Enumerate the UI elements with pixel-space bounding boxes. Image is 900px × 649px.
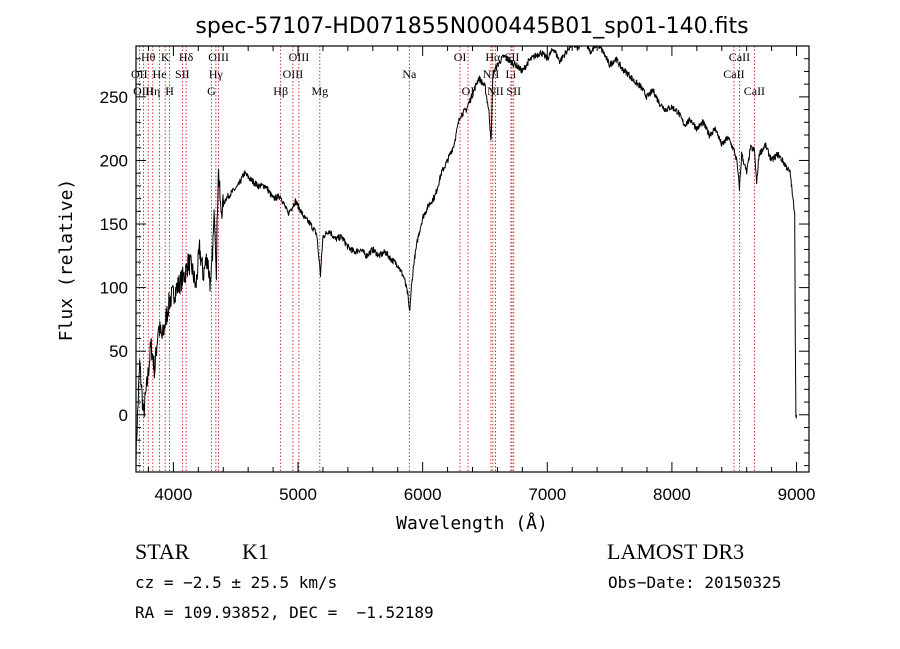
plot-frame bbox=[135, 45, 810, 473]
y-tick-label: 200 bbox=[100, 151, 128, 170]
marker-label-22: Li bbox=[506, 67, 517, 81]
marker-label-2: OIII bbox=[133, 84, 154, 98]
y-tick-label: 50 bbox=[109, 342, 128, 361]
x-tick-label: 9000 bbox=[778, 485, 816, 504]
marker-label-1: OII bbox=[131, 67, 148, 81]
redshift-velocity: cz = −2.5 ± 25.5 km/s bbox=[135, 573, 338, 592]
x-tick-label: 5000 bbox=[279, 485, 317, 504]
marker-label-26: CaII bbox=[723, 67, 744, 81]
marker-label-10: Hγ bbox=[209, 67, 224, 81]
marker-label-23: NII bbox=[487, 84, 504, 98]
marker-label-25: CaII bbox=[729, 50, 750, 64]
x-tick-label: 8000 bbox=[653, 485, 691, 504]
marker-label-12: Hβ bbox=[273, 84, 288, 98]
y-tick-label: 100 bbox=[100, 279, 128, 298]
marker-label-9: OIII bbox=[208, 50, 229, 64]
marker-label-3: K bbox=[161, 50, 170, 64]
marker-label-11: G bbox=[207, 84, 216, 98]
marker-label-24: SII bbox=[506, 84, 521, 98]
marker-label-14: OIII bbox=[283, 67, 304, 81]
marker-label-27: CaII bbox=[744, 84, 765, 98]
marker-label-4: He bbox=[153, 67, 167, 81]
y-tick-label: 250 bbox=[100, 88, 128, 107]
y-tick-label: 0 bbox=[119, 406, 128, 425]
x-tick-label: 7000 bbox=[528, 485, 566, 504]
x-tick-label: 6000 bbox=[404, 485, 442, 504]
chart-title: spec-57107-HD071855N000445B01_sp01-140.f… bbox=[195, 14, 748, 39]
marker-label-7: H bbox=[165, 84, 174, 98]
marker-label-16: Na bbox=[402, 67, 417, 81]
observation-date: Obs−Date: 20150325 bbox=[608, 573, 782, 592]
marker-label-6: SII bbox=[175, 67, 190, 81]
x-axis: 4000 5000 6000 7000 8000 9000 bbox=[147, 46, 816, 504]
spectrum-series bbox=[136, 46, 797, 465]
x-axis-label: Wavelength (Å) bbox=[396, 512, 548, 534]
coordinates: RA = 109.93852, DEC = −1.52189 bbox=[135, 603, 434, 622]
y-axis: 0 50 100 150 200 250 bbox=[100, 58, 809, 467]
marker-label-8: Hδ bbox=[179, 50, 194, 64]
marker-label-13: OIII bbox=[289, 50, 310, 64]
marker-label-15: Mg bbox=[311, 84, 328, 98]
y-tick-label: 150 bbox=[100, 215, 128, 234]
marker-label-0: Hθ bbox=[141, 50, 156, 64]
object-subclass: K1 bbox=[242, 539, 269, 564]
x-tick-label: 4000 bbox=[154, 485, 192, 504]
marker-label-19: Hα bbox=[485, 50, 501, 64]
spectrum-line bbox=[136, 46, 797, 465]
marker-label-17: OI bbox=[454, 50, 467, 64]
object-class: STAR bbox=[135, 539, 190, 564]
y-axis-label: Flux (relative) bbox=[56, 179, 77, 342]
marker-label-5: Hη bbox=[145, 84, 160, 98]
survey-name: LAMOST DR3 bbox=[607, 539, 745, 564]
